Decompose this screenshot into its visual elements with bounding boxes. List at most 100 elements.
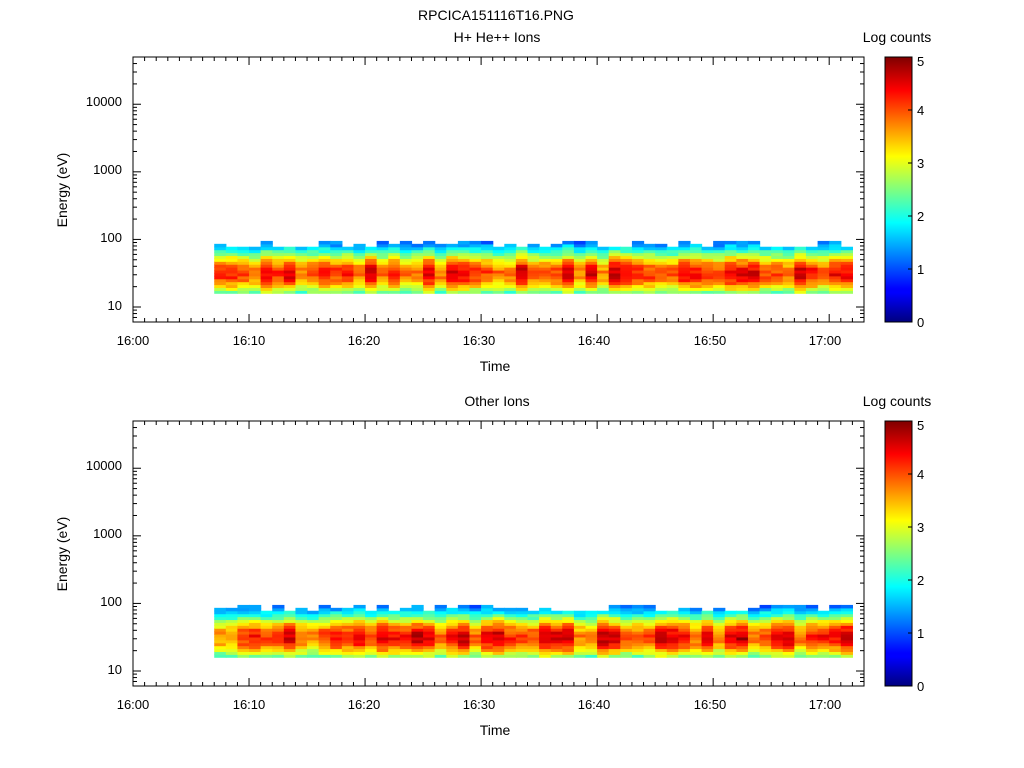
heatmap-cell [794, 287, 807, 291]
y-tick-labels: 10 100 1000 10000 [86, 94, 122, 313]
heatmap-cell [341, 278, 355, 283]
colorbar-tick-label: 3 [917, 156, 924, 171]
heatmap-cell [353, 261, 366, 265]
heatmap-cell [794, 267, 807, 271]
heatmap-cell [759, 619, 772, 623]
heatmap-cell [318, 607, 331, 612]
heatmap-cell [608, 645, 621, 650]
heatmap-cell [817, 616, 830, 621]
heatmap-cell [805, 616, 819, 621]
heatmap-cell [457, 290, 471, 294]
heatmap-cell [411, 267, 424, 271]
heatmap-cell [585, 258, 598, 262]
heatmap-cell [388, 275, 401, 280]
heatmap-cell [631, 648, 645, 652]
heatmap-cell [504, 639, 517, 644]
heatmap-cell [666, 619, 679, 623]
heatmap-cell [631, 269, 645, 274]
heatmap-cell [457, 639, 471, 644]
heatmap-cell [504, 264, 517, 268]
heatmap-cell [573, 275, 587, 280]
heatmap-cell [724, 287, 737, 291]
heatmap-cell [840, 261, 853, 265]
heatmap-cell [214, 255, 227, 259]
heatmap-cell [388, 255, 401, 259]
heatmap-cell [365, 278, 378, 283]
colorbar-label: Log counts [863, 393, 932, 409]
heatmap-cell [597, 613, 610, 618]
heatmap-cell [260, 619, 273, 623]
heatmap-cell [330, 633, 343, 638]
heatmap-cell [388, 272, 401, 277]
heatmap-cell [655, 278, 668, 283]
heatmap-cell [608, 267, 621, 271]
heatmap-cell [829, 246, 842, 251]
heatmap-cell [353, 622, 366, 626]
heatmap-cell [643, 255, 656, 259]
heatmap-cell [771, 628, 784, 632]
heatmap-cell [655, 243, 668, 248]
heatmap-cell [817, 267, 830, 271]
heatmap-cell [794, 281, 807, 286]
heatmap-cell [434, 619, 447, 623]
heatmap-cell [701, 249, 714, 254]
heatmap-cell [388, 269, 401, 274]
heatmap-cell [747, 616, 761, 621]
heatmap-cell [608, 258, 621, 262]
heatmap-cell [411, 278, 424, 283]
heatmap-cell [249, 631, 262, 635]
heatmap-cell [782, 275, 795, 280]
heatmap-cell [620, 275, 633, 280]
heatmap-cell [225, 246, 239, 251]
heatmap-cell [562, 633, 575, 638]
heatmap-cell [782, 619, 795, 623]
heatmap-cell [283, 269, 297, 274]
heatmap-cell [515, 613, 529, 618]
heatmap-cell [399, 631, 413, 635]
heatmap-cell [550, 648, 563, 652]
heatmap-cell [481, 272, 494, 277]
heatmap-cell [504, 642, 517, 647]
heatmap-cell [260, 261, 273, 265]
heatmap-cell [724, 642, 737, 647]
heatmap-cell [515, 258, 529, 262]
heatmap-cell [597, 648, 610, 652]
heatmap-cell [655, 269, 668, 274]
heatmap-cell [840, 636, 853, 641]
heatmap-cell [643, 269, 656, 274]
heatmap-cell [237, 278, 250, 283]
heatmap-cell [504, 628, 517, 632]
heatmap-cell [736, 654, 749, 658]
heatmap-cell [562, 278, 575, 283]
heatmap-cell [330, 642, 343, 647]
heatmap-cell [237, 633, 250, 638]
heatmap-cell [573, 281, 587, 286]
heatmap-cell [643, 284, 656, 288]
heatmap-cell [469, 287, 482, 291]
heatmap-cell [678, 255, 691, 259]
heatmap-cell [446, 622, 459, 626]
heatmap-cell [434, 246, 447, 251]
heatmap-cell [713, 607, 726, 612]
heatmap-cell [272, 616, 285, 621]
x-tick-labels: 16:00 16:10 16:20 16:30 16:40 16:50 17:0… [117, 333, 842, 348]
heatmap-cell [689, 645, 703, 650]
heatmap-cell [260, 613, 273, 618]
heatmap-cell [341, 639, 355, 644]
heatmap-cell [295, 278, 308, 283]
heatmap-cell [399, 636, 413, 641]
heatmap-cell [550, 269, 563, 274]
heatmap-cell [237, 267, 250, 271]
heatmap-cell [469, 267, 482, 271]
heatmap-cell [759, 278, 772, 283]
heatmap-cell [817, 636, 830, 641]
heatmap-cell [376, 287, 389, 291]
heatmap-cell [736, 281, 749, 286]
heatmap-cell [434, 261, 447, 265]
heatmap-cell [307, 651, 320, 655]
heatmap-cell [597, 628, 610, 632]
heatmap-cell [539, 607, 552, 612]
heatmap-cell [817, 258, 830, 262]
heatmap-cell [713, 610, 726, 615]
heatmap-cell [608, 622, 621, 626]
